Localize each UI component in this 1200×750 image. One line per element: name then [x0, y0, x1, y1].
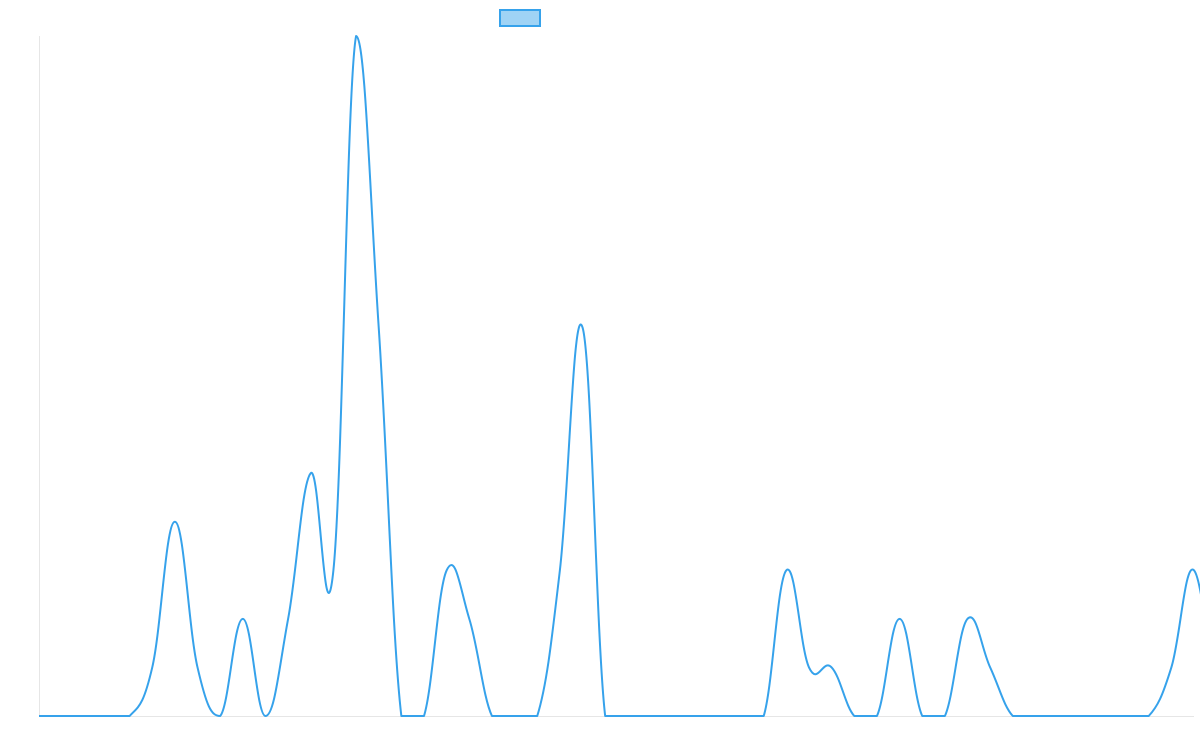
data-point[interactable] [285, 616, 291, 622]
data-point[interactable] [965, 616, 971, 622]
data-point[interactable] [262, 713, 268, 719]
data-point[interactable] [217, 713, 223, 719]
data-point[interactable] [647, 713, 653, 719]
data-point[interactable] [557, 567, 563, 573]
data-point[interactable] [851, 713, 857, 719]
data-point[interactable] [1032, 713, 1038, 719]
data-point[interactable] [353, 33, 359, 39]
series-line-0 [39, 35, 1200, 717]
data-point[interactable] [1191, 567, 1197, 573]
data-point[interactable] [127, 713, 133, 719]
data-point[interactable] [1100, 713, 1106, 719]
data-point[interactable] [580, 324, 586, 330]
data-point[interactable] [1055, 713, 1061, 719]
data-point[interactable] [149, 664, 155, 670]
data-point[interactable] [670, 713, 676, 719]
data-point[interactable] [806, 664, 812, 670]
data-point[interactable] [1168, 664, 1174, 670]
data-point[interactable] [625, 713, 631, 719]
legend [499, 9, 541, 27]
data-point[interactable] [715, 713, 721, 719]
data-point[interactable] [1146, 713, 1152, 719]
data-point[interactable] [897, 616, 903, 622]
data-point[interactable] [874, 713, 880, 719]
data-point[interactable] [761, 713, 767, 719]
data-point[interactable] [466, 616, 472, 622]
data-point[interactable] [444, 567, 450, 573]
data-point[interactable] [512, 713, 518, 719]
data-point[interactable] [489, 713, 495, 719]
data-point[interactable] [919, 713, 925, 719]
data-point[interactable] [421, 713, 427, 719]
data-point[interactable] [693, 713, 699, 719]
data-point[interactable] [59, 713, 65, 719]
series-layer [39, 35, 1200, 717]
data-point[interactable] [195, 664, 201, 670]
data-point[interactable] [1010, 713, 1016, 719]
data-point[interactable] [330, 567, 336, 573]
data-point[interactable] [534, 713, 540, 719]
data-point[interactable] [240, 616, 246, 622]
data-point[interactable] [36, 713, 42, 719]
data-point[interactable] [942, 713, 948, 719]
data-point[interactable] [783, 567, 789, 573]
data-point[interactable] [308, 470, 314, 476]
data-point[interactable] [829, 664, 835, 670]
data-point[interactable] [1078, 713, 1084, 719]
data-point[interactable] [104, 713, 110, 719]
data-point[interactable] [376, 324, 382, 330]
points-layer [36, 33, 1200, 719]
data-point[interactable] [987, 664, 993, 670]
data-point[interactable] [81, 713, 87, 719]
data-point[interactable] [1123, 713, 1129, 719]
data-point[interactable] [738, 713, 744, 719]
data-point[interactable] [172, 519, 178, 525]
data-point[interactable] [602, 713, 608, 719]
legend-swatch[interactable] [499, 9, 541, 27]
data-point[interactable] [398, 713, 404, 719]
